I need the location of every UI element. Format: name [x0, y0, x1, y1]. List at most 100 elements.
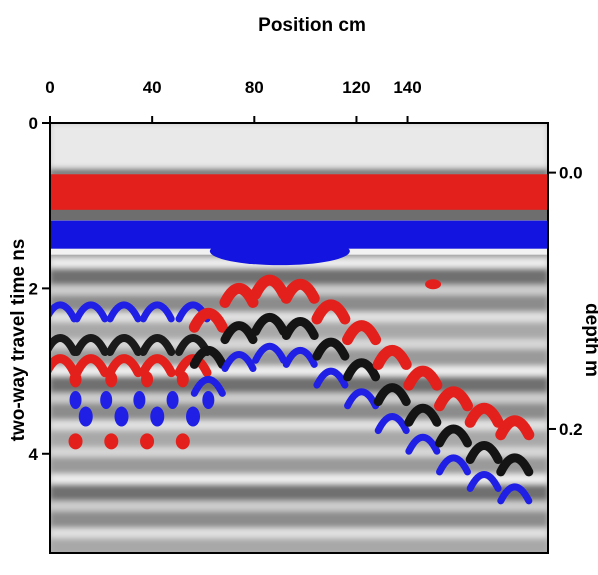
plot-frame: [49, 122, 549, 554]
texture-streak: [50, 376, 548, 393]
diagonal-dark-arc: [281, 317, 319, 340]
diagonal-blue-arc: [190, 375, 226, 397]
diagonal-red-arc: [342, 320, 382, 346]
diagonal-dark-arc: [312, 337, 350, 361]
x-tick-label: 80: [245, 78, 264, 97]
texture-streak: [50, 501, 548, 511]
y-left-tick-label: 2: [29, 279, 38, 298]
hyperbola-dark-arc: [106, 334, 143, 356]
diagonal-blue-arc: [497, 483, 533, 505]
diagonal-red-arc: [372, 345, 412, 370]
texture-streak: [50, 447, 548, 457]
reflection-red-dot: [175, 433, 190, 450]
diagonal-dark-arc: [220, 321, 258, 345]
x-tick-label: 40: [143, 78, 162, 97]
reflection-red-dot: [104, 433, 119, 450]
diagonal-dark-arc: [465, 441, 503, 464]
hyperbola-blue-tail: [166, 391, 179, 410]
texture-streak: [50, 430, 548, 447]
texture-streak: [50, 295, 548, 312]
texture-streak: [50, 528, 548, 538]
diagonal-red-arc: [464, 402, 504, 428]
reflection-red-dot: [105, 371, 118, 388]
diagonal-blue-arc: [282, 347, 318, 368]
surface-bands: [50, 174, 548, 266]
diagonal-red-arc: [188, 307, 228, 333]
reflection-red-dot: [176, 371, 189, 388]
texture-streak: [50, 457, 548, 474]
x-axis-title: Position cm: [258, 15, 366, 36]
hyperbola-dark-arc: [72, 334, 109, 356]
diagonal-red-arc: [311, 299, 351, 325]
diagonal-blue-arc: [313, 367, 349, 389]
hyperbola-reflections: [50, 274, 535, 505]
diagonal-red-arc: [250, 274, 290, 300]
texture-streak: [50, 268, 548, 285]
reflection-blue-dot: [78, 406, 93, 427]
reflection-red-dot: [141, 371, 154, 388]
texture-streak: [50, 366, 548, 376]
diagonal-blue-arc: [374, 413, 410, 435]
surface-red-band: [50, 174, 548, 210]
texture-streak: [50, 393, 548, 403]
hyperbola-blue-arc: [106, 301, 142, 323]
y-left-tick-label: 4: [29, 445, 39, 464]
diagonal-dark-arc: [373, 383, 411, 407]
hyperbola-blue-arc: [50, 301, 78, 323]
reflection-blue-dot: [186, 406, 201, 427]
y-right-axis-ticks: 0.0 0.2: [548, 164, 583, 439]
hyperbola-blue-arc: [73, 301, 109, 323]
hyperbola-dark-arc: [139, 334, 176, 356]
hyperbola-blue-tail: [100, 391, 113, 410]
reflection-red-dot: [140, 433, 155, 450]
x-tick-label: 140: [393, 78, 421, 97]
y-right-axis-title: depth m: [581, 303, 598, 377]
hyperbola-blue-tail: [133, 391, 146, 410]
texture-streak: [50, 474, 548, 484]
texture-streak: [50, 420, 548, 430]
diagonal-dark-arc: [251, 312, 289, 336]
diagonal-dark-arc: [404, 403, 442, 427]
x-tick-label: 120: [342, 78, 370, 97]
hyperbola-blue-arc: [139, 301, 175, 323]
x-tick-label: 0: [45, 78, 54, 97]
y-left-axis-title: two-way travel time ns: [8, 239, 29, 442]
reflection-blue-dot: [150, 406, 165, 427]
diagonal-red-arc: [495, 415, 535, 441]
diagonal-dark-arc: [435, 424, 473, 448]
hyperbola-red-arc: [105, 354, 143, 378]
reflection-red-dot: [69, 371, 82, 388]
top-light-zone: [50, 123, 548, 169]
texture-streak: [50, 511, 548, 528]
surface-blue-bulge: [209, 237, 350, 266]
y-left-tick-label: 0: [29, 114, 38, 133]
diagonal-dark-arc: [343, 358, 381, 382]
reflection-red-patch: [425, 279, 442, 290]
texture-streak: [50, 339, 548, 349]
hyperbola-red-arc: [72, 354, 110, 378]
texture-streak: [50, 322, 548, 339]
texture-streak: [50, 484, 548, 501]
hyperbola-blue-tail: [69, 391, 82, 410]
diagonal-blue-arc: [436, 454, 472, 476]
hyperbola-dark-arc: [50, 334, 79, 356]
hyperbola-red-arc: [50, 354, 79, 378]
diagonal-blue-arc: [221, 351, 257, 373]
diagonal-red-arc: [280, 278, 320, 304]
diagonal-blue-arc: [252, 342, 288, 364]
diagonal-red-arc: [219, 283, 259, 308]
diagonal-dark-arc: [189, 346, 227, 369]
y-right-tick-label: 0.0: [559, 164, 583, 183]
diagonal-blue-arc: [344, 388, 380, 410]
diagonal-red-arc: [434, 386, 474, 412]
diagonal-blue-arc: [405, 433, 441, 455]
diagonal-blue-arc: [466, 471, 502, 492]
texture-streak: [50, 312, 548, 322]
reflection-blue-dot: [114, 406, 129, 427]
diagonal-red-arc: [403, 365, 443, 391]
hyperbola-blue-tail: [202, 391, 215, 410]
hyperbola-red-arc: [138, 354, 176, 378]
x-axis-ticks: 0 40 80 120 140: [45, 78, 422, 123]
y-right-tick-label: 0.2: [559, 420, 583, 439]
